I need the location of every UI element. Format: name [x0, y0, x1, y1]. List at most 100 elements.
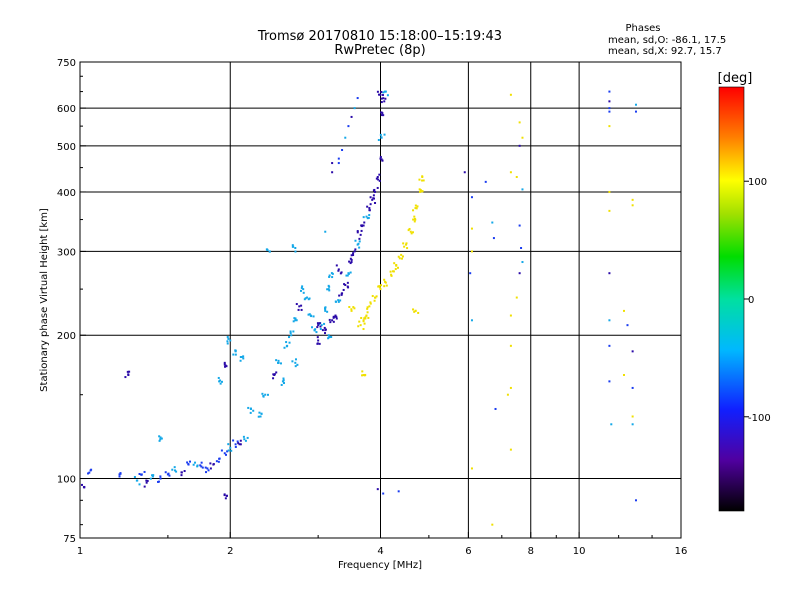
colorbar-gradient [718, 86, 745, 512]
data-point [366, 311, 369, 314]
data-point [297, 308, 300, 311]
data-point [379, 155, 382, 158]
data-point [365, 215, 368, 218]
data-point [230, 449, 233, 452]
x-tick-label: 6 [465, 546, 471, 557]
data-point [337, 268, 340, 271]
data-point [608, 125, 611, 128]
data-point [515, 296, 518, 299]
data-point [266, 393, 269, 396]
data-point [509, 93, 512, 96]
data-point [324, 332, 327, 335]
data-point [311, 326, 314, 329]
data-point [331, 272, 334, 275]
data-point [414, 204, 417, 207]
data-point [323, 326, 326, 329]
data-point [119, 472, 122, 475]
data-point [631, 423, 634, 426]
data-point [224, 497, 227, 500]
y-tick-label: 100 [57, 475, 76, 486]
colorbar-label: [deg] [718, 71, 753, 86]
x-axis-label: Frequency [MHz] [338, 560, 422, 571]
data-point [372, 189, 375, 192]
data-point [634, 499, 637, 502]
data-point [239, 443, 242, 446]
data-point [350, 308, 353, 311]
data-point [224, 365, 227, 368]
data-point [302, 291, 305, 294]
data-point [167, 472, 170, 475]
data-point [146, 479, 149, 482]
data-point [377, 285, 380, 288]
data-point [280, 383, 283, 386]
data-point [319, 325, 322, 328]
data-point [158, 435, 161, 438]
data-point [331, 171, 334, 174]
data-point [218, 457, 221, 460]
x-axis-ticks: 1 2 4 6 8 10 16 [77, 532, 687, 557]
data-point [376, 488, 379, 491]
data-point [371, 295, 374, 298]
data-point [331, 319, 334, 322]
data-point [282, 377, 285, 380]
data-point [384, 97, 387, 100]
data-point [258, 411, 261, 414]
data-point [330, 336, 333, 339]
data-point [205, 471, 208, 474]
y-tick-label: 600 [57, 104, 76, 115]
data-point [343, 283, 346, 286]
data-point [353, 250, 356, 253]
y-axis-ticks: 75 100 200 300 400 500 600 750 [57, 58, 86, 545]
data-point [118, 473, 121, 476]
data-point [209, 462, 212, 465]
data-point [196, 464, 199, 467]
data-point [356, 231, 359, 234]
data-point [358, 246, 361, 249]
data-point [299, 289, 302, 292]
data-point [372, 194, 375, 197]
data-point [397, 255, 400, 258]
data-point [88, 471, 91, 474]
data-point [385, 284, 388, 287]
data-point [350, 309, 353, 312]
data-point [380, 90, 383, 93]
data-point [352, 306, 355, 309]
data-point [288, 341, 291, 344]
data-point [521, 136, 524, 139]
data-point [238, 443, 241, 446]
data-point [316, 342, 319, 345]
data-point [350, 258, 353, 261]
data-point [328, 318, 331, 321]
data-point [327, 334, 330, 337]
colorbar-ticks: 100 0 -100 [744, 177, 771, 424]
data-point [380, 136, 383, 139]
data-point [364, 317, 367, 320]
data-point [237, 442, 240, 445]
data-point [383, 280, 386, 283]
data-point [136, 479, 139, 482]
data-point [187, 463, 190, 466]
data-point [389, 270, 392, 273]
data-point [289, 330, 292, 333]
data-point [634, 103, 637, 106]
data-point [390, 274, 393, 277]
data-point [469, 272, 472, 275]
data-point [149, 477, 152, 480]
data-point [327, 337, 330, 340]
y-tick-label: 300 [57, 247, 76, 258]
data-point [360, 229, 363, 232]
data-point [412, 218, 415, 221]
data-point [128, 370, 131, 373]
data-point [317, 339, 320, 342]
data-point [118, 475, 121, 478]
data-point [229, 446, 232, 449]
data-point [381, 159, 384, 162]
data-point [133, 476, 136, 479]
data-point [375, 295, 378, 298]
data-point [358, 240, 361, 243]
data-point [285, 341, 288, 344]
data-point [366, 205, 369, 208]
data-point [226, 450, 229, 453]
data-point [356, 230, 359, 233]
data-point [367, 216, 370, 219]
